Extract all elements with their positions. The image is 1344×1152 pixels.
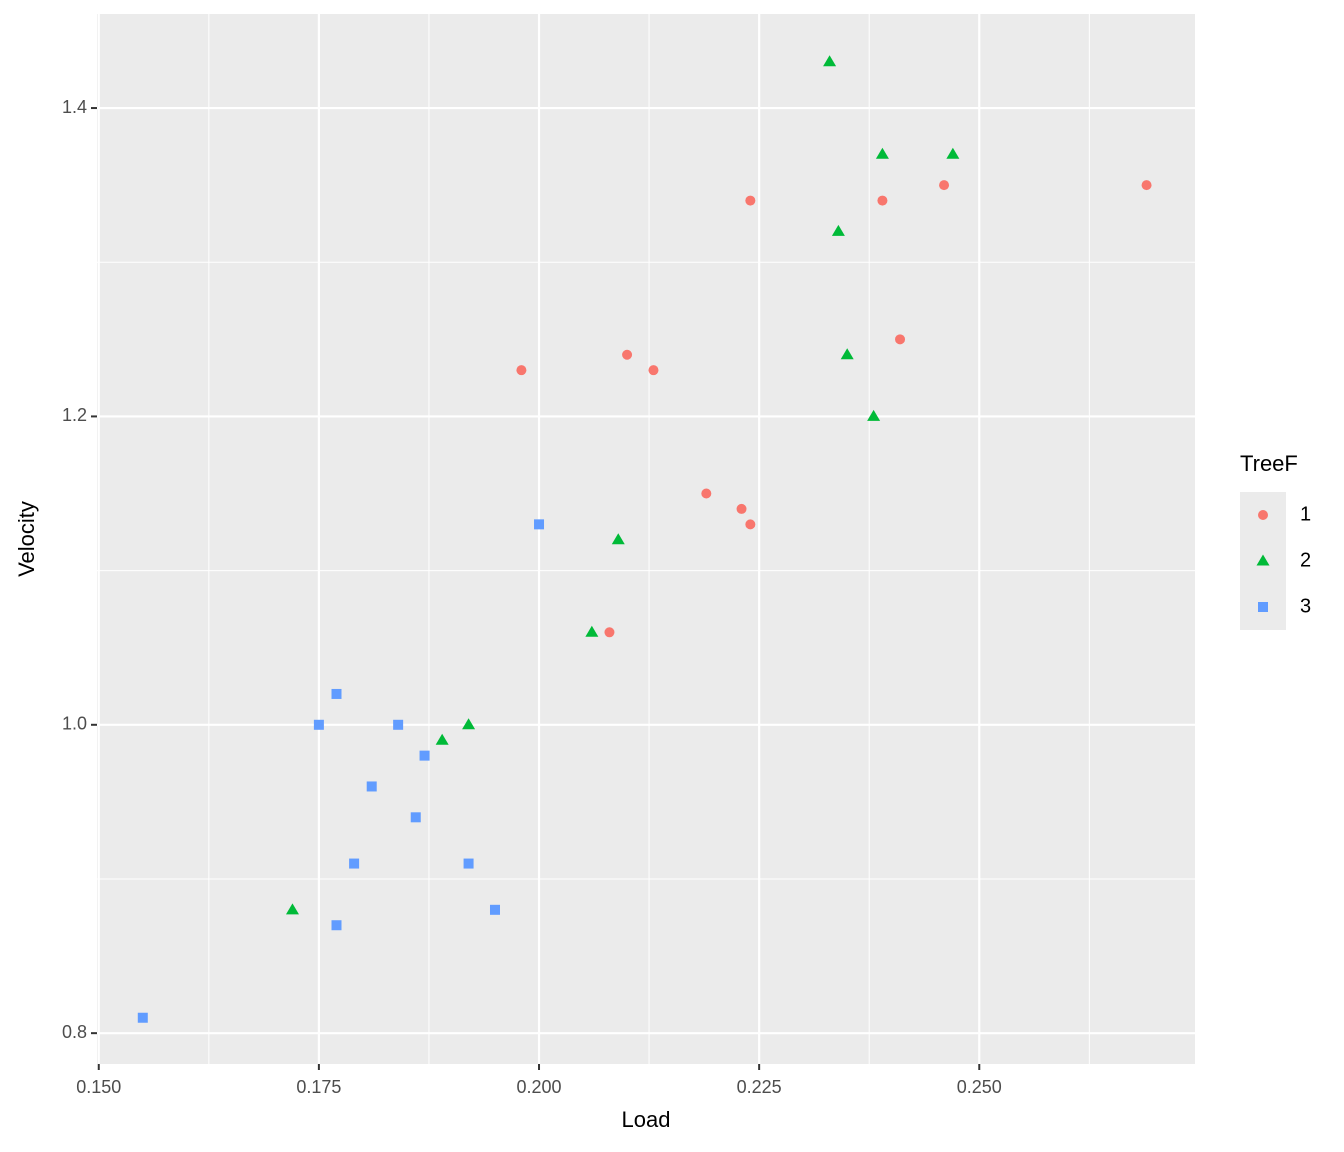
point	[604, 627, 615, 638]
point	[410, 812, 421, 823]
x-tick-label: 0.175	[296, 1077, 341, 1097]
point	[939, 180, 950, 191]
point	[462, 718, 476, 730]
point	[349, 858, 360, 869]
point	[419, 750, 430, 761]
point	[701, 488, 712, 499]
point	[585, 625, 599, 637]
x-tick-label: 0.200	[516, 1077, 561, 1097]
point	[516, 365, 527, 376]
point	[331, 920, 342, 931]
point	[895, 334, 906, 345]
x-axis-title: Load	[622, 1107, 671, 1132]
point	[823, 55, 837, 67]
point	[463, 858, 474, 869]
point	[946, 147, 960, 159]
point	[313, 719, 324, 730]
y-tick-label: 1.0	[62, 714, 87, 734]
y-tick-label: 1.2	[62, 405, 87, 425]
point	[137, 1012, 148, 1023]
legend-label: 2	[1300, 549, 1311, 571]
point	[831, 224, 845, 236]
point	[611, 533, 625, 545]
point	[736, 503, 747, 514]
point	[435, 733, 449, 745]
point	[745, 519, 756, 530]
point	[393, 719, 404, 730]
point	[877, 195, 888, 206]
point	[331, 688, 342, 699]
point	[489, 904, 500, 915]
point	[840, 348, 854, 360]
y-tick-label: 0.8	[62, 1022, 87, 1042]
point	[366, 781, 377, 792]
panel	[97, 14, 1195, 1064]
point	[622, 349, 633, 360]
point	[745, 195, 756, 206]
y-tick-label: 1.4	[62, 97, 87, 117]
point	[534, 519, 545, 530]
point	[1141, 180, 1152, 191]
x-tick-label: 0.225	[737, 1077, 782, 1097]
legend-key	[1256, 554, 1270, 566]
legend-label: 1	[1300, 503, 1311, 525]
point	[648, 365, 659, 376]
y-axis-title: Velocity	[14, 501, 39, 577]
legend-key	[1258, 602, 1268, 612]
point	[285, 903, 299, 915]
legend-key	[1258, 510, 1268, 520]
point	[867, 409, 881, 421]
legend-label: 3	[1300, 595, 1311, 617]
point	[875, 147, 889, 159]
legend-title: TreeF	[1240, 451, 1298, 476]
x-tick-label: 0.250	[957, 1077, 1002, 1097]
x-tick-label: 0.150	[76, 1077, 121, 1097]
